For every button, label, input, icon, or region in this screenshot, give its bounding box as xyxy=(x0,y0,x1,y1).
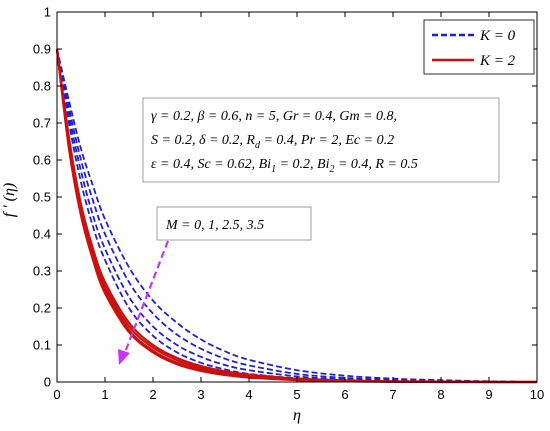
y-tick-label: 0.1 xyxy=(33,338,51,353)
y-tick-label: 0.2 xyxy=(33,301,51,316)
y-tick-label: 0.4 xyxy=(33,227,51,242)
parameter-box xyxy=(142,97,500,183)
legend-box xyxy=(423,19,535,75)
x-tick-label: 4 xyxy=(245,387,252,402)
y-tick-label: 0.6 xyxy=(33,153,51,168)
params-line-3: ε = 0.4, Sc = 0.62, Bi1 = 0.2, Bi2 = 0.4… xyxy=(151,157,418,175)
y-tick-label: 0 xyxy=(44,375,51,390)
x-axis-title: η xyxy=(293,407,301,424)
x-tick-label: 1 xyxy=(101,387,108,402)
x-tick-label: 10 xyxy=(530,387,544,402)
m-arrow-head xyxy=(118,349,130,365)
x-tick-label: 0 xyxy=(53,387,60,402)
params-line-1: γ = 0.2, β = 0.6, n = 5, Gr = 0.4, Gm = … xyxy=(151,109,397,124)
x-tick-label: 7 xyxy=(389,387,396,402)
m-label: M = 0, 1, 2.5, 3.5 xyxy=(165,218,264,233)
ticks-layer: 0 1 2 3 4 5 6 7 8 9 10 0 0.1 0.2 0.3 0.4 0.5 0.6 0.7 0.8 0.9… xyxy=(33,5,544,403)
parameter-annotation: γ = 0.2, β = 0.6, n = 5, Gr = 0.4, Gm = … xyxy=(142,97,500,183)
params-line-2: S = 0.2, δ = 0.2, Rd = 0.4, Pr = 2, Ec =… xyxy=(151,133,394,151)
y-tick-label: 0.5 xyxy=(33,190,51,205)
y-tick-label: 0.7 xyxy=(33,116,51,131)
series-line-k0-m0 xyxy=(56,48,538,383)
y-axis-title: f ' (η) xyxy=(1,183,18,217)
y-tick-label: 0.9 xyxy=(33,42,51,57)
y-tick-label: 0.3 xyxy=(33,264,51,279)
legend-label-k0: K = 0 xyxy=(479,28,516,44)
m-direction-arrow xyxy=(122,240,170,356)
x-tick-label: 3 xyxy=(197,387,204,402)
legend: K = 0 K = 2 xyxy=(423,19,535,75)
m-label-box xyxy=(156,206,312,241)
m-annotation: M = 0, 1, 2.5, 3.5 xyxy=(118,206,312,365)
y-tick-label: 0.8 xyxy=(33,79,51,94)
y-tick-label: 1 xyxy=(44,5,51,20)
x-tick-label: 9 xyxy=(485,387,492,402)
x-tick-label: 6 xyxy=(341,387,348,402)
x-tick-label: 5 xyxy=(293,387,300,402)
x-tick-label: 8 xyxy=(437,387,444,402)
x-tick-label: 2 xyxy=(149,387,156,402)
legend-label-k2: K = 2 xyxy=(479,53,516,69)
